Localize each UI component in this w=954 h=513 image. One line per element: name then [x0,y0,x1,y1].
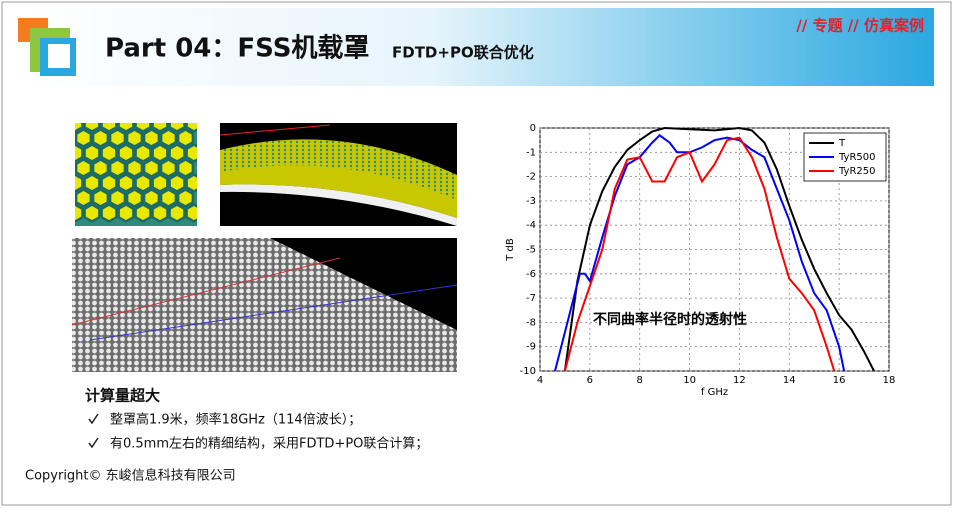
section-tag: // 专题 // 仿真案例 [796,17,924,35]
annotation: 不同曲率半径时的透射性 [593,311,747,328]
fss-unit-image [75,123,197,226]
hex-cell [176,128,195,148]
hex-cell [151,123,169,133]
hex-cell [159,158,178,178]
y-tick-label: -3 [526,196,536,207]
hex-cell [75,123,84,133]
x-axis-label: f GHz [701,387,728,398]
hex-cell [75,173,84,193]
y-tick-label: -5 [526,245,536,256]
bullet: 有0.5mm左右的精细结构，采用FDTD+PO联合计算； [110,436,428,452]
hex-cell [108,188,127,208]
hex-cell [91,128,110,148]
hex-cell [168,173,186,193]
hex-cell [134,123,152,133]
hex-cell [125,188,144,208]
x-tick-label: 6 [587,375,593,386]
hex-cell [134,173,152,193]
hex-cell [75,188,93,208]
y-tick-label: -10 [520,366,536,377]
hex-cell [117,143,135,163]
hex-cell [125,128,144,148]
hex-cell [142,158,161,178]
hex-cell [185,123,197,133]
radome-image [219,123,457,226]
hex-cell [83,123,101,133]
hex-cell [117,203,135,223]
check-icon [88,437,99,449]
y-tick-label: -9 [526,342,536,353]
legend-label: T [838,138,846,149]
x-tick-label: 16 [833,375,846,386]
hex-cell [75,203,84,223]
y-tick-label: -6 [526,269,536,280]
logo [48,44,70,68]
hex-cell [168,123,186,133]
x-tick-label: 12 [733,375,746,386]
copyright: Copyright© 东峻信息科技有限公司 [25,468,236,484]
hex-cell [176,158,195,178]
legend-label: TyR500 [838,152,876,163]
hex-cell [142,128,161,148]
x-tick-label: 8 [637,375,643,386]
y-tick-label: 0 [530,123,536,134]
hex-cell [151,173,169,193]
legend-label: TyR250 [838,166,876,177]
bullet: 整罩高1.9米，频率18GHz（114倍波长）； [110,412,361,428]
hex-cell [134,203,152,223]
title: Part 04：FSS机载罩 [105,34,369,64]
series-line [554,133,846,372]
hex-cell [176,188,195,208]
hex-cell [75,128,93,148]
hex-cell [134,143,152,163]
x-tick-label: 18 [883,375,896,386]
header-bar [20,8,934,86]
hex-cell [151,203,169,223]
hex-cell [185,143,197,163]
hex-cell [168,143,186,163]
hex-cell [125,158,144,178]
hex-cell [159,128,178,148]
hex-cell [91,188,110,208]
hex-cell [100,123,118,133]
hex-cells [75,123,197,223]
hex-cell [91,158,110,178]
hex-cell [100,173,118,193]
hex-cell [185,203,197,223]
y-axis-label: T dB [505,238,516,262]
hex-cell [83,203,101,223]
y-tick-label: -4 [526,220,536,231]
series-line [563,136,836,372]
x-tick-label: 14 [783,375,796,386]
hex-cell [168,203,186,223]
hex-cell [100,203,118,223]
hex-cell [108,158,127,178]
check-icon [88,413,99,425]
hex-cell [185,173,197,193]
y-tick-label: -1 [526,147,536,158]
series-line [563,126,875,372]
hex-cell [75,158,93,178]
hex-cell [83,143,101,163]
y-tick-label: -8 [526,317,536,328]
hex-cell [159,188,178,208]
hex-cell [75,143,84,163]
mesh-image [71,238,458,372]
hex-cell [100,143,118,163]
heading: 计算量超大 [85,387,160,405]
x-tick-label: 10 [683,375,696,386]
x-tick-label: 4 [537,375,543,386]
hex-cell [142,188,161,208]
hex-cell [151,143,169,163]
hex-cell [117,123,135,133]
y-tick-label: -7 [526,293,536,304]
hex-cell [108,128,127,148]
chart: 0 -1 -2 -3 -4 -5 -6 -7 -8 -9 -104 6 8 10 12 14 16 18 f GHz… [505,123,895,398]
hex-cell [117,173,135,193]
y-tick-label: -2 [526,172,536,183]
hex-cell [83,173,101,193]
subtitle: FDTD+PO联合优化 [392,44,534,62]
